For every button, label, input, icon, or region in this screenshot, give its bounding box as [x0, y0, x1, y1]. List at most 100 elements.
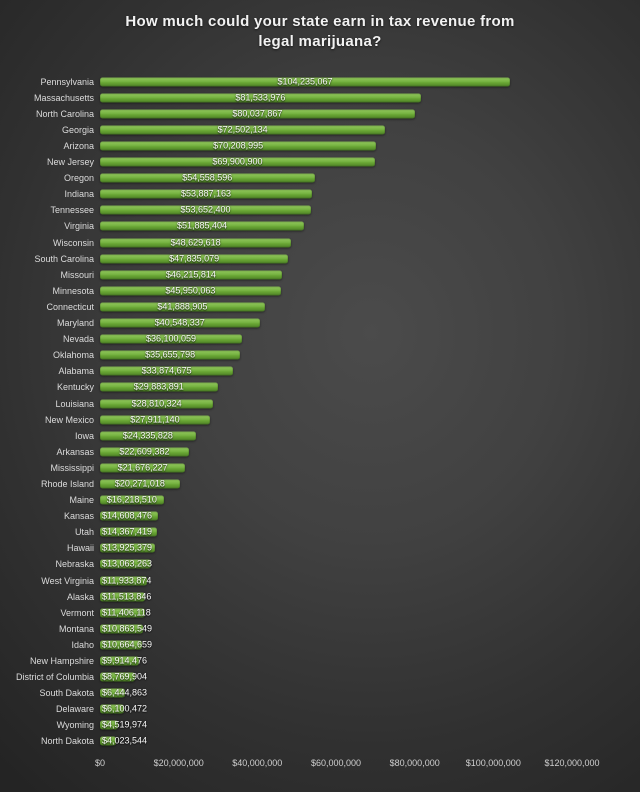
x-axis-tick-label: $60,000,000: [310, 757, 362, 768]
bar: [100, 543, 155, 553]
bar-track: $14,608,476: [100, 508, 572, 524]
bar: [100, 704, 124, 714]
bar-track: $4,023,544: [100, 733, 572, 749]
bar-track: $46,215,814: [100, 267, 572, 283]
bar: [100, 624, 143, 634]
bar-row: District of Columbia $8,769,904: [0, 669, 640, 685]
bar-track: $35,655,798: [100, 347, 572, 363]
bar-row: Arizona $70,208,995: [0, 138, 640, 154]
category-label: New Jersey: [46, 157, 94, 168]
bar-rows: Pennsylvania $104,235,067 Massachusetts $81…: [0, 74, 640, 750]
bar-row: Alabama $33,874,675: [0, 363, 640, 379]
value-label: $54,558,596: [182, 172, 233, 183]
value-label: $20,271,018: [114, 478, 165, 489]
value-label: $36,100,059: [145, 333, 197, 344]
bar: [100, 415, 210, 425]
category-label: Virginia: [64, 221, 94, 232]
chart-title-line2: legal marijuana?: [258, 32, 382, 50]
value-label: $22,609,382: [119, 446, 170, 457]
bar-track: $10,863,549: [100, 621, 572, 637]
bar-track: $29,883,891: [100, 379, 572, 395]
bar: [100, 109, 415, 119]
category-label: Rhode Island: [40, 478, 94, 489]
bar-track: $28,810,324: [100, 395, 572, 411]
bar-row: Nebraska $13,063,263: [0, 556, 640, 572]
bar: [100, 286, 281, 296]
bar: [100, 366, 234, 376]
bar-row: Pennsylvania $104,235,067: [0, 74, 640, 90]
bar-track: $45,950,063: [100, 283, 572, 299]
bar-track: $21,676,227: [100, 460, 572, 476]
value-label: $47,835,079: [169, 253, 220, 264]
value-label: $40,548,337: [154, 317, 205, 328]
x-axis-tick-label: $120,000,000: [544, 757, 600, 768]
x-axis-tick-label: $40,000,000: [232, 757, 283, 768]
bar: [100, 672, 135, 682]
bar-row: Wyoming $4,519,974: [0, 717, 640, 733]
bar: [100, 592, 146, 602]
bar-row: Arkansas $22,609,382: [0, 444, 640, 460]
bar-track: $80,037,867: [100, 106, 572, 122]
bar-track: $69,900,900: [100, 154, 572, 170]
value-label: $81,533,976: [235, 92, 286, 103]
value-label: $29,883,891: [133, 381, 184, 392]
bar-track: $6,100,472: [100, 701, 572, 717]
bar: [100, 350, 241, 360]
category-label: Indiana: [64, 189, 94, 200]
bar-track: $11,513,846: [100, 589, 572, 605]
bar-track: $27,911,140: [100, 412, 572, 428]
bar: [100, 93, 421, 103]
bar: [100, 189, 312, 199]
bar-row: Maryland $40,548,337: [0, 315, 640, 331]
value-label: $35,655,798: [145, 349, 196, 360]
value-label: $21,676,227: [117, 462, 168, 473]
bar-track: $13,063,263: [100, 556, 572, 572]
bar: [100, 205, 311, 215]
category-label: Delaware: [55, 704, 94, 715]
bar-row: Wisconsin $48,629,618: [0, 235, 640, 251]
value-label: $46,215,814: [165, 269, 216, 280]
bar: [100, 125, 386, 135]
bar-row: Maine $16,218,510: [0, 492, 640, 508]
value-label: $104,235,067: [277, 76, 333, 87]
bar-row: North Dakota $4,023,544: [0, 733, 640, 749]
bar-track: $48,629,618: [100, 235, 572, 251]
bar-row: Nevada $36,100,059: [0, 331, 640, 347]
value-label: $9,914,476: [102, 655, 148, 666]
bar-track: $53,887,163: [100, 186, 572, 202]
value-label: $6,444,863: [102, 687, 148, 698]
value-label: $24,335,828: [122, 430, 173, 441]
bar-track: $53,652,400: [100, 202, 572, 218]
x-axis-tick-label: $80,000,000: [389, 757, 440, 768]
bar-row: Vermont $11,406,118: [0, 605, 640, 621]
value-label: $28,810,324: [131, 398, 182, 409]
bar: [100, 463, 186, 473]
category-label: Nevada: [62, 334, 94, 345]
value-label: $14,367,419: [102, 526, 153, 537]
bar-track: $14,367,419: [100, 524, 572, 540]
bar-track: $4,519,974: [100, 717, 572, 733]
bar: [100, 688, 126, 698]
bar-track: $51,885,404: [100, 218, 572, 234]
bar: [100, 141, 377, 151]
category-label: New Mexico: [44, 414, 94, 425]
category-label: Alaska: [66, 591, 94, 602]
category-label: Arizona: [63, 141, 94, 152]
category-label: Wisconsin: [52, 237, 94, 248]
category-label: Montana: [58, 623, 94, 634]
bar-row: Mississippi $21,676,227: [0, 460, 640, 476]
value-label: $41,888,905: [157, 301, 208, 312]
bar-track: $20,271,018: [100, 476, 572, 492]
bar-track: $13,925,379: [100, 540, 572, 556]
category-label: Oregon: [63, 173, 94, 184]
bar-track: $104,235,067: [100, 74, 572, 90]
bar: [100, 399, 214, 409]
category-label: North Dakota: [40, 736, 94, 747]
bar-row: Montana $10,863,549: [0, 621, 640, 637]
category-label: Maine: [69, 495, 94, 506]
bar: [100, 608, 145, 618]
bar-row: New Jersey $69,900,900: [0, 154, 640, 170]
category-label: Oklahoma: [52, 350, 94, 361]
bar-row: Connecticut $41,888,905: [0, 299, 640, 315]
category-label: Missouri: [60, 269, 94, 280]
